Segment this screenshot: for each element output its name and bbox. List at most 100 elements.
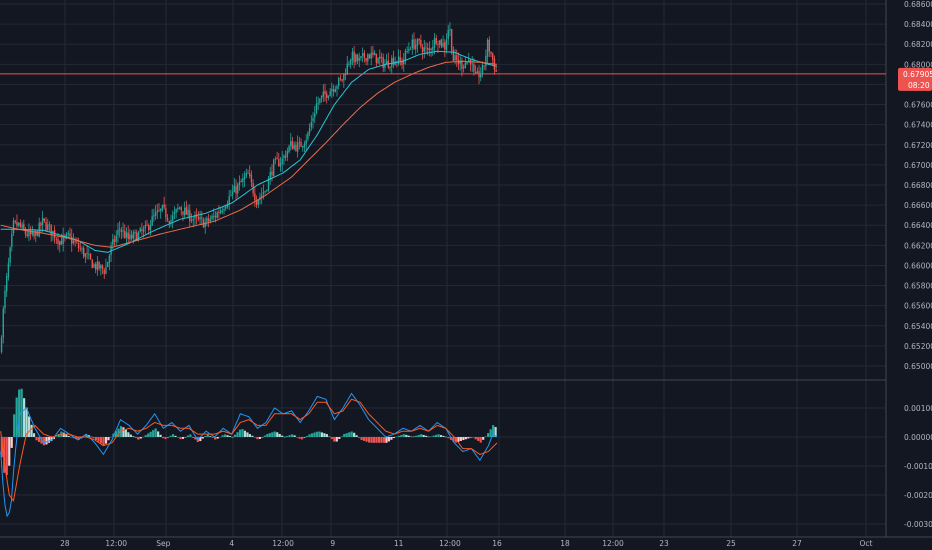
candle-body bbox=[401, 60, 403, 66]
macd-histogram-bar bbox=[221, 435, 224, 437]
macd-histogram-bar bbox=[10, 437, 13, 448]
macd-histogram-bar bbox=[345, 433, 348, 437]
macd-histogram-bar bbox=[246, 432, 249, 437]
macd-histogram-bar bbox=[238, 429, 242, 437]
macd-histogram-bar bbox=[30, 424, 33, 437]
macd-histogram-bar bbox=[174, 435, 177, 437]
candle-body bbox=[454, 55, 456, 61]
candle-body bbox=[296, 142, 299, 152]
macd-histogram-bar bbox=[412, 436, 415, 438]
macd-histogram-bar bbox=[442, 435, 445, 437]
macd-histogram-bar bbox=[263, 435, 266, 437]
macd-histogram-bar bbox=[94, 437, 98, 441]
macd-histogram-bar bbox=[325, 434, 328, 437]
macd-histogram-bar bbox=[47, 437, 51, 443]
price-axis-tick-label: 0.65000 bbox=[904, 362, 932, 371]
macd-histogram-bar bbox=[32, 433, 36, 437]
macd-histogram-bar bbox=[422, 434, 425, 437]
candle-body bbox=[182, 211, 184, 215]
candle-body bbox=[14, 221, 16, 222]
macd-histogram-bar bbox=[20, 388, 23, 437]
candle-body bbox=[249, 173, 251, 176]
macd-histogram-bar bbox=[122, 427, 125, 437]
candle-body bbox=[358, 58, 360, 61]
candle-body bbox=[154, 212, 157, 216]
macd-histogram-bar bbox=[425, 435, 428, 437]
candle-body bbox=[430, 48, 432, 50]
candle-body bbox=[60, 240, 63, 245]
time-axis-tick-label: 16 bbox=[492, 539, 502, 548]
macd-histogram-bar bbox=[62, 432, 65, 437]
candle-body bbox=[435, 37, 437, 44]
candle-body bbox=[142, 228, 145, 232]
candle-body bbox=[214, 215, 217, 218]
macd-histogram-bar bbox=[159, 434, 162, 437]
candle-body bbox=[240, 181, 242, 183]
macd-histogram-bar bbox=[104, 437, 108, 444]
candle-body bbox=[486, 39, 489, 57]
candle-body bbox=[218, 212, 220, 213]
candle-body bbox=[415, 44, 417, 50]
candle-body bbox=[153, 215, 155, 217]
price-axis-tick-label: 0.66800 bbox=[904, 181, 932, 190]
candle-body bbox=[43, 218, 46, 221]
macd-histogram-bar bbox=[171, 434, 175, 437]
macd-histogram-bar bbox=[90, 436, 93, 438]
macd-histogram-bar bbox=[434, 434, 438, 437]
macd-histogram-bar bbox=[179, 437, 182, 440]
macd-histogram-bar bbox=[75, 437, 78, 440]
candle-body bbox=[462, 67, 465, 69]
macd-histogram-bar bbox=[487, 433, 490, 437]
macd-axis-tick-label: -0.00200 bbox=[904, 491, 932, 500]
macd-histogram-bar bbox=[308, 434, 311, 437]
macd-histogram-bar bbox=[243, 430, 247, 437]
macd-histogram-bar bbox=[256, 437, 259, 440]
candle-body bbox=[433, 38, 436, 48]
candle-body bbox=[237, 184, 239, 194]
macd-histogram-bar bbox=[370, 437, 373, 443]
candle-body bbox=[356, 54, 359, 61]
candle-body bbox=[495, 69, 497, 72]
current-price-badge bbox=[898, 67, 932, 91]
macd-histogram-bar bbox=[318, 431, 321, 437]
macd-histogram-bar bbox=[92, 437, 95, 439]
candle-body bbox=[238, 181, 241, 186]
candle-body bbox=[314, 113, 316, 118]
time-axis-tick-label: 28 bbox=[60, 539, 70, 548]
macd-histogram-bar bbox=[157, 431, 160, 437]
candle-body bbox=[74, 241, 76, 243]
candle-body bbox=[69, 233, 71, 237]
candle-body bbox=[101, 265, 104, 270]
macd-histogram-bar bbox=[268, 433, 271, 437]
price-axis-tick-label: 0.67600 bbox=[904, 101, 932, 110]
candle-body bbox=[118, 228, 121, 230]
macd-histogram-bar bbox=[464, 437, 467, 440]
candle-body bbox=[29, 230, 32, 235]
macd-histogram-bar bbox=[114, 431, 118, 437]
candle-body bbox=[363, 52, 366, 59]
macd-histogram-bar bbox=[382, 437, 386, 443]
candle-body bbox=[9, 247, 11, 263]
candle-body bbox=[284, 155, 287, 158]
macd-histogram-bar bbox=[449, 437, 453, 440]
moving-average-slow-line bbox=[0, 60, 498, 248]
macd-histogram-bar bbox=[37, 437, 41, 442]
candle-body bbox=[40, 222, 42, 226]
time-axis-tick-label: 9 bbox=[330, 539, 335, 548]
macd-histogram-bar bbox=[340, 436, 343, 437]
candle-body bbox=[474, 71, 477, 73]
candle-body bbox=[377, 57, 379, 64]
candle-body bbox=[67, 233, 69, 234]
candle-body bbox=[194, 215, 196, 219]
candle-body bbox=[94, 263, 97, 270]
macd-histogram-bar bbox=[417, 434, 420, 437]
macd-histogram-bar bbox=[429, 436, 433, 438]
candle-body bbox=[485, 55, 487, 67]
candle-body bbox=[257, 200, 259, 206]
candle-body bbox=[481, 65, 484, 74]
macd-histogram-bar bbox=[97, 437, 100, 442]
candle-body bbox=[57, 238, 59, 245]
candle-body bbox=[175, 209, 177, 213]
